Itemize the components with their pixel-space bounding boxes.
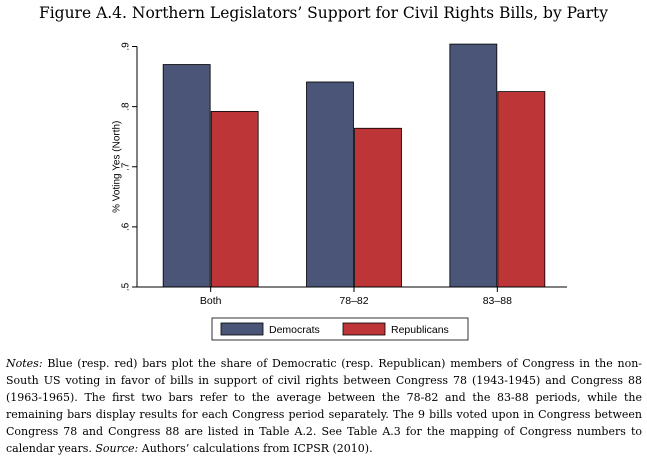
bar-democrats-0: [162, 64, 211, 288]
x-tick-label-0: Both: [200, 295, 222, 307]
y-tick-label: .6: [121, 222, 132, 231]
bar-republicans-2: [497, 91, 546, 288]
bar-republicans-1: [354, 127, 402, 288]
bar-democrats-2: [449, 43, 498, 288]
y-tick-label: .7: [121, 162, 132, 171]
legend-swatch-democrats: [220, 322, 264, 336]
legend: Democrats Republicans: [211, 317, 469, 341]
x-axis: Both 78–82 83–88: [137, 286, 567, 307]
x-tick-label-2: 83–88: [483, 295, 512, 307]
legend-label-democrats: Democrats: [269, 324, 320, 336]
legend-swatch-republicans: [342, 322, 386, 336]
notes-label: Notes:: [6, 357, 43, 370]
x-tick-label-1: 78–82: [339, 295, 368, 307]
bar-republicans-0: [210, 111, 259, 288]
y-tick-label: .9: [121, 42, 132, 51]
notes-body: Blue (resp. red) bars plot the share of …: [6, 357, 643, 455]
bars: [162, 43, 546, 288]
figure-title: Figure A.4. Northern Legislators’ Suppor…: [38, 4, 609, 22]
legend-box: [211, 317, 469, 341]
y-axis: .5 .6 .7 .8 .9 % Voting Yes (North): [112, 42, 138, 291]
figure-notes: Notes: Blue (resp. red) bars plot the sh…: [6, 355, 642, 457]
legend-label-republicans: Republicans: [391, 324, 449, 336]
source-label: Source:: [95, 442, 139, 455]
y-axis-label: % Voting Yes (North): [112, 121, 123, 213]
source-text: Authors’ calculations from ICPSR (2010).: [141, 442, 373, 455]
bar-democrats-1: [306, 81, 354, 288]
y-tick-label: .5: [121, 282, 132, 291]
y-tick-label: .8: [121, 102, 132, 111]
